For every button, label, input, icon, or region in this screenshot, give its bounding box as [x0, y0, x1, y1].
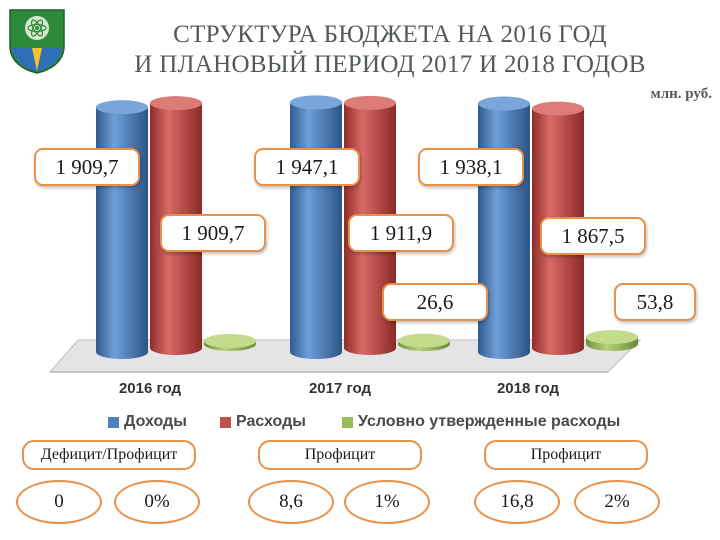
data-label-expense-2016: 1 909,7 — [160, 214, 266, 252]
data-label-expense-2018: 1 867,5 — [540, 217, 646, 255]
bar-conditional-2018 — [586, 330, 638, 351]
balance-percent-2017: 1% — [344, 480, 430, 524]
page-title: СТРУКТУРА БЮДЖЕТА НА 2016 ГОД И ПЛАНОВЫЙ… — [90, 20, 690, 80]
legend-swatch-expense — [220, 416, 231, 428]
balance-status-2016: Дефицит/Профицит — [22, 440, 196, 470]
data-label-expense-2017: 1 911,9 — [348, 214, 454, 252]
data-label-conditional-2018: 53,8 — [614, 283, 696, 321]
data-label-conditional-2017: 26,6 — [382, 283, 488, 321]
balance-status-2017: Профицит — [258, 440, 422, 470]
category-label-2017: 2017 год — [308, 380, 372, 397]
legend-swatch-income — [108, 416, 119, 428]
bar-income-2018 — [478, 96, 530, 360]
legend-label-expense: Расходы — [236, 413, 306, 430]
bar-income-2017 — [290, 95, 342, 359]
legend-label-income: Доходы — [124, 413, 187, 430]
data-label-income-2017: 1 947,1 — [254, 148, 360, 186]
legend-item-income: Доходы — [108, 413, 187, 431]
data-label-income-2018: 1 938,1 — [418, 148, 524, 186]
balance-percent-2016: 0% — [114, 480, 200, 524]
bar-conditional-2016 — [204, 334, 256, 351]
balance-amount-2018: 16,8 — [474, 480, 560, 524]
title-line-2: И ПЛАНОВЫЙ ПЕРИОД 2017 И 2018 ГОДОВ — [134, 51, 646, 78]
bar-income-2016 — [96, 100, 148, 360]
balance-percent-2018: 2% — [574, 480, 660, 524]
legend-item-expense: Расходы — [220, 413, 306, 431]
balance-amount-2017: 8,6 — [248, 480, 334, 524]
bar-conditional-2017 — [398, 333, 450, 351]
legend-swatch-conditional — [342, 416, 353, 428]
balance-amount-2016: 0 — [16, 480, 102, 524]
balance-status-2018: Профицит — [484, 440, 648, 470]
data-label-income-2016: 1 909,7 — [34, 148, 140, 186]
category-label-2018: 2018 год — [496, 380, 560, 397]
legend: Доходы Расходы Условно утвержденные расх… — [100, 413, 700, 437]
legend-item-conditional: Условно утвержденные расходы — [342, 413, 620, 431]
legend-label-conditional: Условно утвержденные расходы — [358, 413, 621, 430]
coat-of-arms-logo — [9, 9, 65, 74]
category-label-2016: 2016 год — [118, 380, 182, 397]
title-line-1: СТРУКТУРА БЮДЖЕТА НА 2016 ГОД — [173, 21, 607, 48]
units-label: млн. руб. — [650, 86, 712, 102]
